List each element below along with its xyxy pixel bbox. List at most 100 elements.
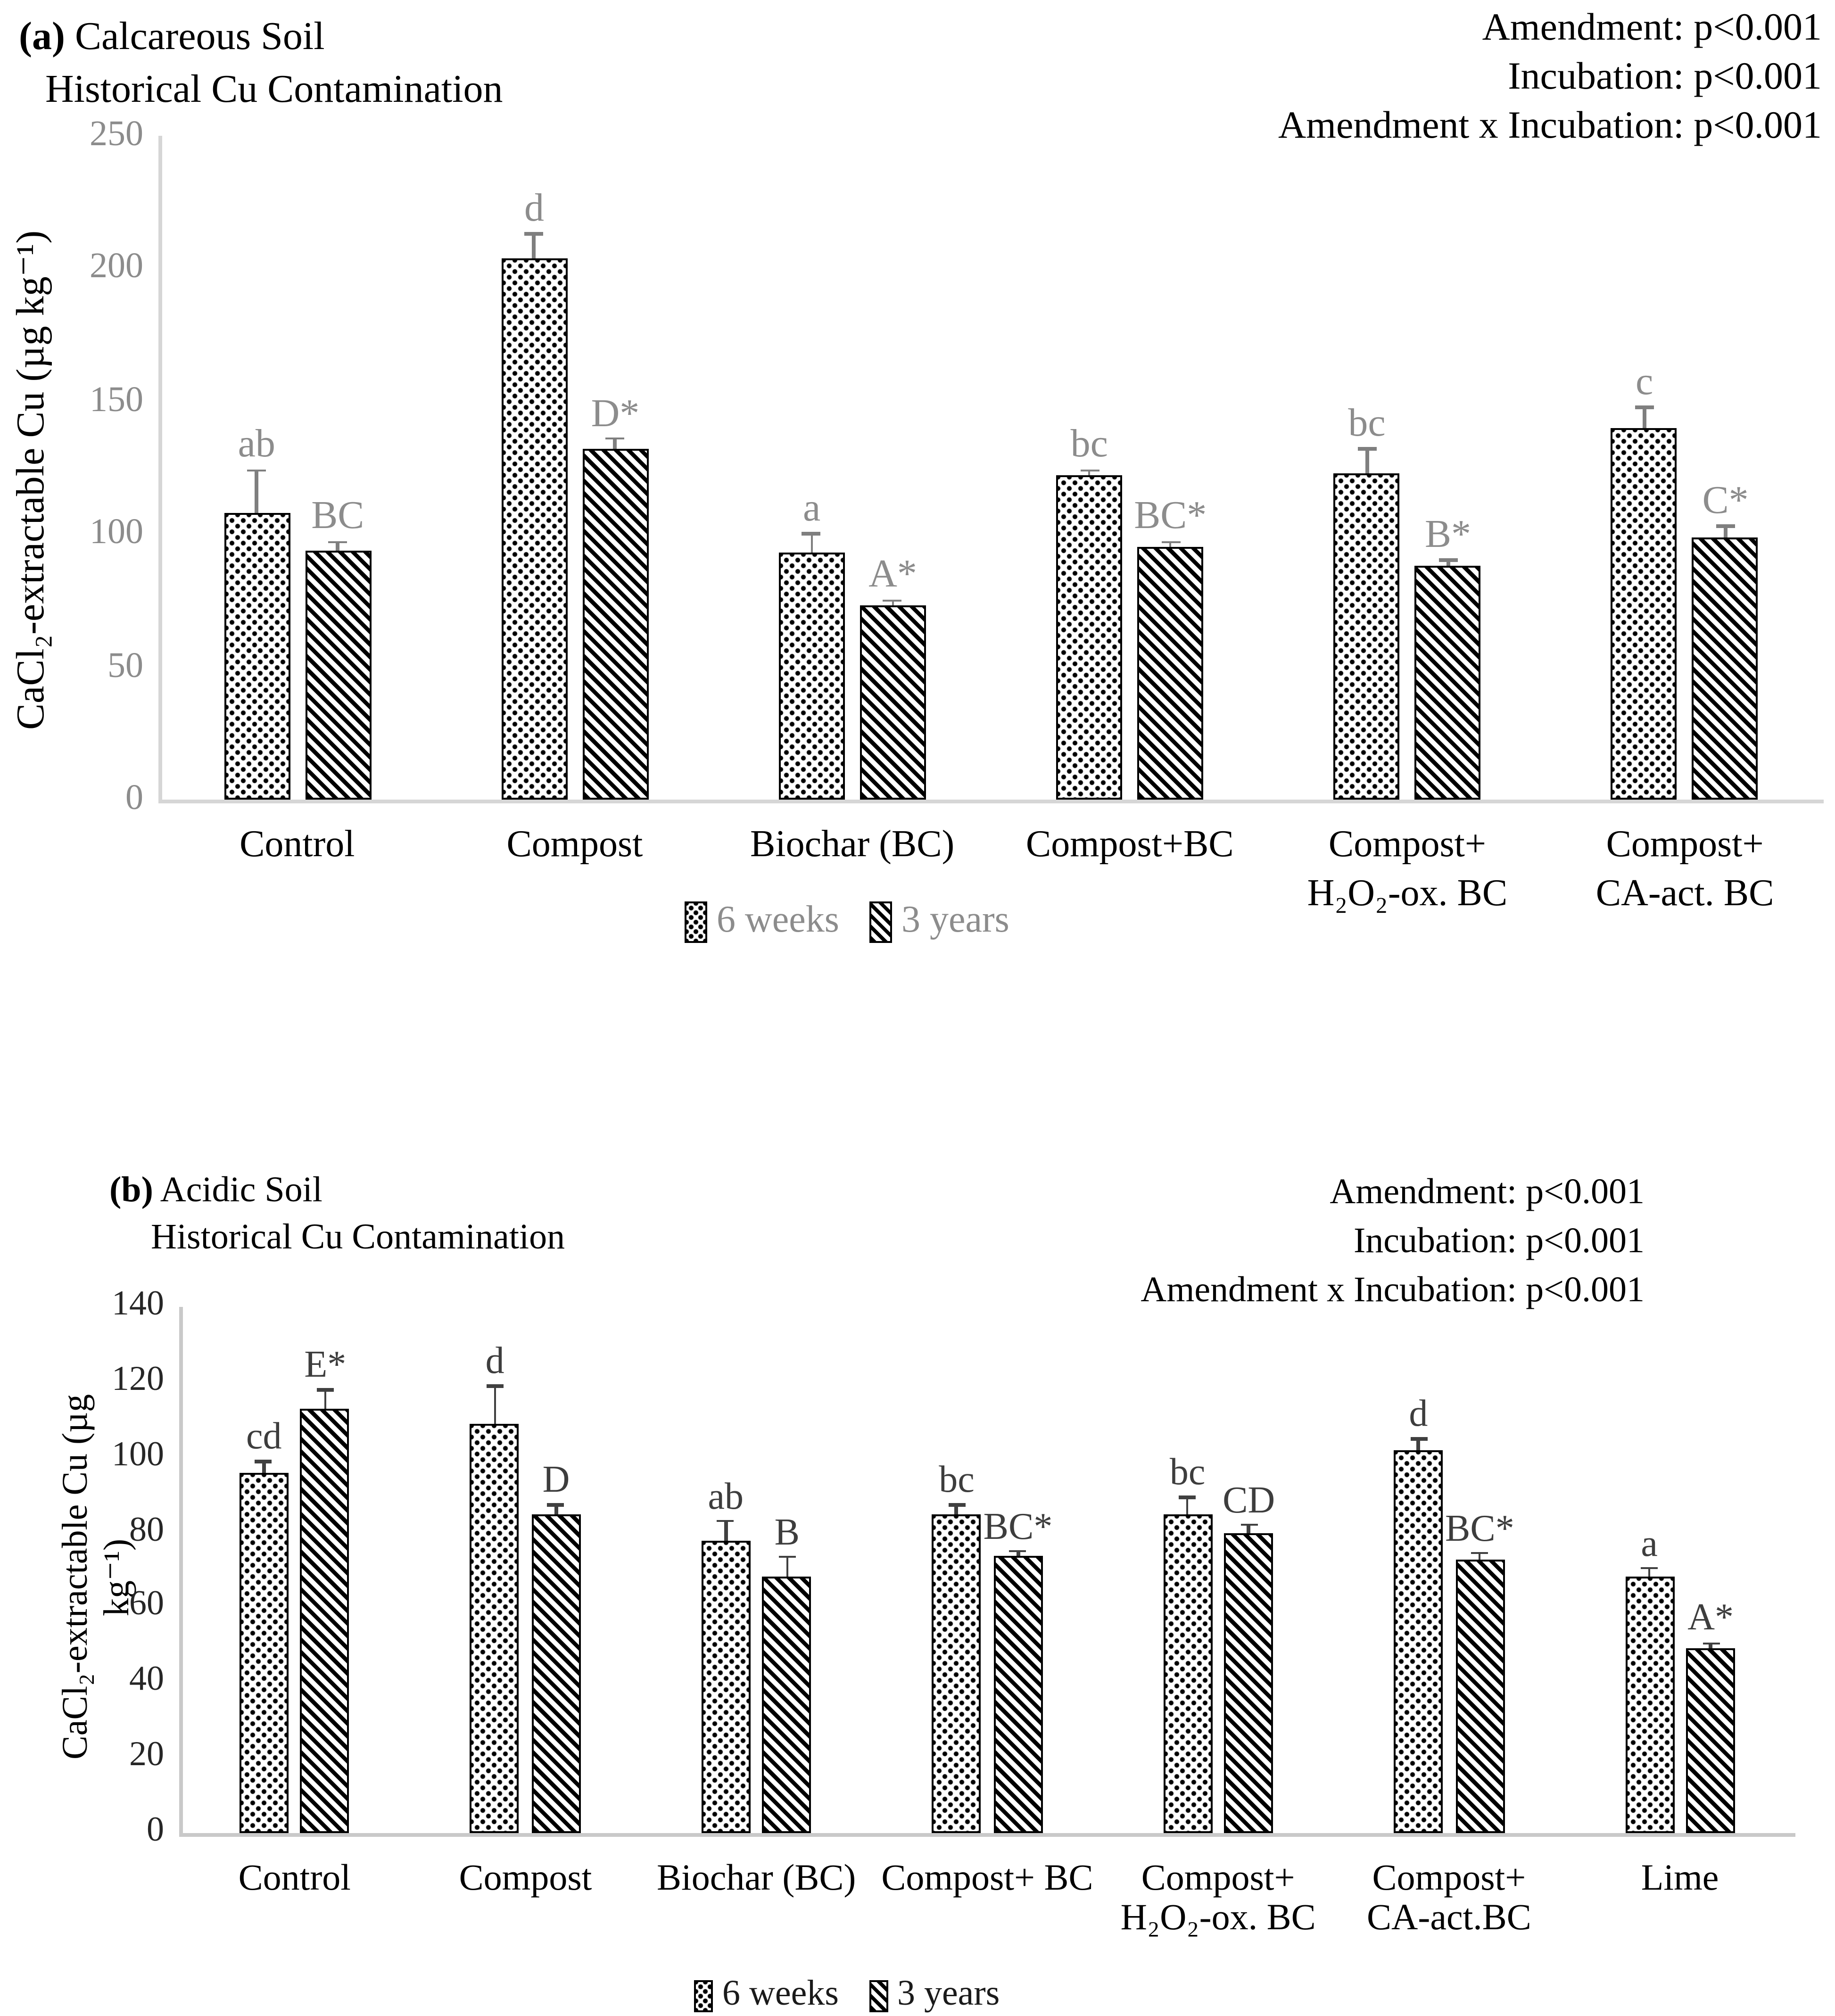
significance-letter: d xyxy=(1409,1393,1428,1435)
legend-item: 3 years xyxy=(868,1975,1000,2016)
significance-letter: bc xyxy=(1070,421,1108,467)
x-category-label: Compost xyxy=(506,824,643,866)
error-bar-line xyxy=(1647,1568,1651,1578)
panel-b-title: (b) Acidic Soil xyxy=(109,1167,322,1216)
legend: 6 weeks 3 years xyxy=(694,1975,1000,2016)
error-bar-line xyxy=(955,1504,959,1514)
x-category-label: Compost+ CA-act.BC xyxy=(1367,1859,1531,1939)
y-tick-label: 50 xyxy=(107,646,143,686)
panel-a-y-axis-label: CaCl₂-extractable Cu (µg kg⁻¹) xyxy=(8,231,53,731)
error-bar-cap xyxy=(1161,540,1180,544)
y-tick-label: 80 xyxy=(129,1512,164,1550)
significance-letter: CD xyxy=(1223,1479,1275,1521)
significance-letter: BC xyxy=(311,493,364,538)
bar-3-years-4 xyxy=(993,1555,1042,1833)
panel-b-title-text: Acidic Soil xyxy=(160,1171,322,1211)
x-category-label: Compost+ CA-act. BC xyxy=(1595,824,1774,915)
bar-3-years-4 xyxy=(1137,547,1204,800)
legend-label: 6 weeks xyxy=(722,1975,839,2014)
bar-6-weeks-4 xyxy=(1056,475,1123,800)
panel-a-label: (a) xyxy=(19,13,65,58)
legend-item: 3 years xyxy=(869,900,1009,943)
significance-letter: a xyxy=(802,485,821,530)
error-bar-line xyxy=(724,1521,727,1540)
panel-a-stats: Amendment: p<0.001 Incubation: p<0.001 A… xyxy=(1278,4,1822,151)
error-bar-cap xyxy=(525,232,544,236)
x-category-label: Control xyxy=(238,1859,351,1899)
y-tick-label: 40 xyxy=(129,1662,164,1700)
y-tick-label: 120 xyxy=(112,1361,164,1399)
panel-a-title: (a) Calcareous Soil xyxy=(19,9,325,62)
significance-letter: bc xyxy=(1348,400,1386,446)
bar-6-weeks-2 xyxy=(470,1423,520,1833)
error-bar-line xyxy=(891,600,894,606)
error-bar-cap xyxy=(1471,1551,1488,1555)
legend-label: 3 years xyxy=(897,1975,1000,2014)
panel-b-label: (b) xyxy=(109,1171,153,1211)
bar-3-years-6 xyxy=(1455,1559,1504,1833)
error-bar-line xyxy=(262,1461,265,1472)
bar-6-weeks-4 xyxy=(932,1513,981,1833)
error-bar-line xyxy=(1247,1525,1250,1533)
significance-letter: E* xyxy=(304,1344,347,1386)
error-bar-cap xyxy=(255,1459,273,1463)
legend-item: 6 weeks xyxy=(694,1975,839,2016)
significance-letter: D xyxy=(542,1459,570,1501)
x-axis-line xyxy=(179,1833,1795,1837)
dotted-pattern-swatch xyxy=(685,901,707,942)
bar-3-years-1 xyxy=(305,550,371,800)
panel-a-stat-incubation: Incubation: p<0.001 xyxy=(1508,57,1822,98)
error-bar-cap xyxy=(883,599,902,603)
error-bar-line xyxy=(1365,449,1369,473)
bar-6-weeks-6 xyxy=(1611,428,1678,800)
y-axis-line xyxy=(179,1307,182,1833)
error-bar-cap xyxy=(948,1503,965,1506)
significance-letter: BC* xyxy=(1134,493,1207,538)
y-tick-label: 140 xyxy=(112,1286,164,1324)
significance-letter: A* xyxy=(1687,1598,1734,1640)
panel-b-stats: Amendment: p<0.001 Incubation: p<0.001 A… xyxy=(1141,1169,1645,1316)
panel-a-subtitle: Historical Cu Contamination xyxy=(45,66,503,111)
x-category-label: Compost+ BC xyxy=(881,1859,1093,1899)
x-category-label: Biochar (BC) xyxy=(750,824,955,866)
error-bar-cap xyxy=(1635,405,1654,408)
x-category-label: Control xyxy=(240,824,355,866)
panel-b-y-axis-label: CaCl₂-extractable Cu (µg kg⁻¹) xyxy=(57,1394,138,1760)
bar-3-years-6 xyxy=(1692,537,1759,800)
error-bar-line xyxy=(810,534,813,553)
x-category-label: Compost+BC xyxy=(1025,824,1234,866)
bar-3-years-2 xyxy=(582,449,648,800)
panel-a-title-text: Calcareous Soil xyxy=(75,13,325,58)
y-tick-label: 0 xyxy=(147,1812,164,1850)
bar-3-years-2 xyxy=(531,1513,581,1833)
error-bar-line xyxy=(1478,1553,1481,1559)
error-bar-line xyxy=(1724,526,1727,537)
error-bar-cap xyxy=(802,532,821,536)
significance-letter: A* xyxy=(868,551,917,597)
error-bar-line xyxy=(1709,1643,1712,1649)
error-bar-cap xyxy=(1179,1495,1196,1499)
significance-letter: a xyxy=(1641,1523,1658,1564)
significance-letter: D* xyxy=(591,389,640,435)
bar-6-weeks-1 xyxy=(223,512,290,800)
bar-3-years-5 xyxy=(1415,566,1481,800)
x-category-label: Compost+ H₂O₂-ox. BC xyxy=(1120,1859,1316,1939)
error-bar-cap xyxy=(1240,1523,1257,1527)
error-bar-line xyxy=(336,542,339,550)
error-bar-line xyxy=(493,1386,496,1424)
panel-b-subtitle: Historical Cu Contamination xyxy=(151,1218,565,1258)
x-category-label: Lime xyxy=(1641,1859,1719,1899)
error-bar-cap xyxy=(328,540,347,544)
bar-3-years-7 xyxy=(1686,1649,1736,1833)
error-bar-cap xyxy=(778,1555,796,1559)
error-bar-line xyxy=(323,1389,327,1409)
error-bar-line xyxy=(532,234,536,258)
panel-b-stat-incubation: Incubation: p<0.001 xyxy=(1354,1222,1645,1262)
error-bar-line xyxy=(554,1504,558,1514)
legend: 6 weeks 3 years xyxy=(685,900,1009,943)
x-axis-line xyxy=(158,800,1824,804)
significance-letter: BC* xyxy=(1445,1508,1514,1550)
error-bar-line xyxy=(1643,406,1646,428)
bar-3-years-1 xyxy=(300,1408,350,1833)
